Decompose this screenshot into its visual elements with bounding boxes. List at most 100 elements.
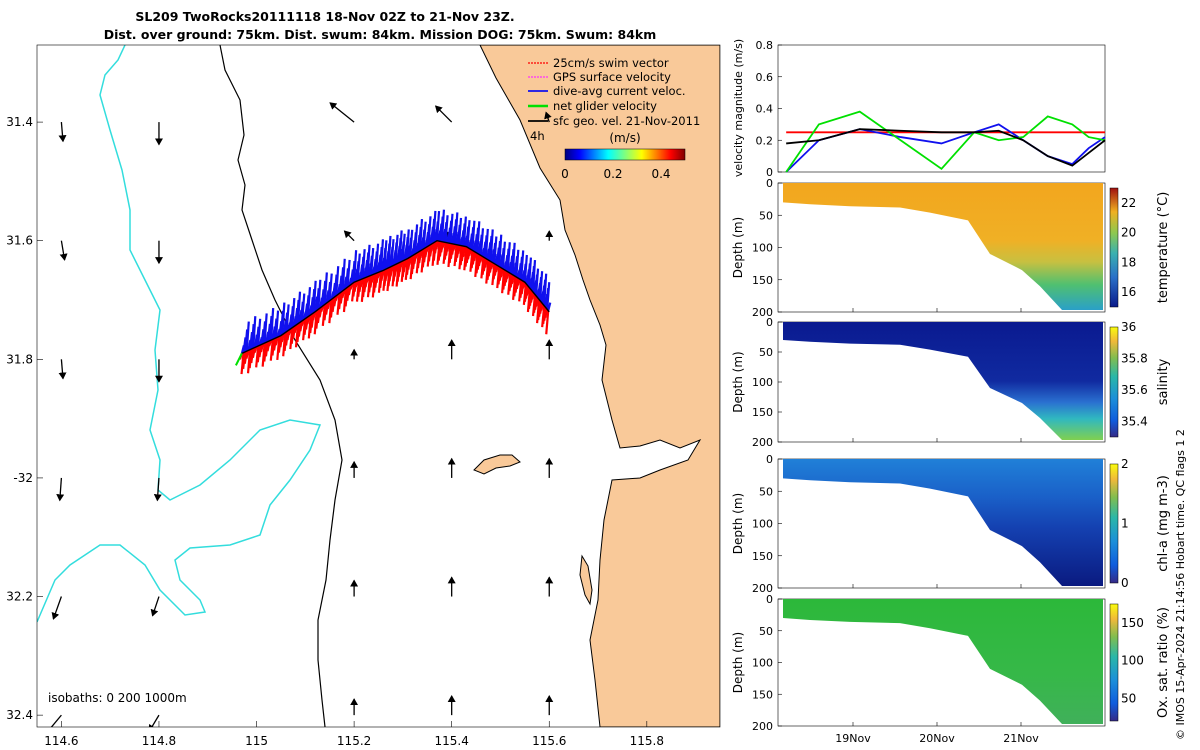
map-colorbar-tick: 0 bbox=[561, 167, 569, 181]
swim-vector bbox=[263, 342, 268, 362]
section-ytick-label: 200 bbox=[752, 582, 773, 595]
legend-current: dive-avg current veloc. bbox=[553, 84, 686, 98]
swim-vector bbox=[403, 258, 408, 268]
swim-vector bbox=[261, 342, 266, 367]
current-vector bbox=[306, 287, 312, 317]
current-vector bbox=[432, 210, 437, 243]
current-vector bbox=[315, 288, 320, 311]
current-vector bbox=[546, 282, 551, 310]
current-vector bbox=[523, 254, 528, 283]
swim-vector bbox=[328, 299, 333, 324]
current-vector bbox=[387, 235, 392, 268]
section-colorbar-tick: 35.6 bbox=[1121, 383, 1148, 397]
swim-vector bbox=[246, 349, 252, 374]
map-ytick-label: 31.6 bbox=[6, 234, 33, 248]
current-vector bbox=[531, 260, 537, 293]
section-ytick-label: 100 bbox=[752, 518, 773, 531]
current-vector bbox=[291, 298, 296, 328]
swim-vector bbox=[419, 249, 424, 259]
velocity-axes-frame bbox=[777, 44, 1106, 173]
swim-vector bbox=[315, 309, 320, 329]
map-colorbar-ticks: 0 0.2 0.4 bbox=[561, 167, 670, 181]
current-vector bbox=[328, 273, 333, 301]
current-vector bbox=[539, 271, 544, 301]
swim-vector bbox=[381, 269, 386, 277]
current-vector bbox=[527, 257, 533, 288]
section-ylabel: Depth (m) bbox=[731, 632, 745, 693]
section-colorbar-tick: 2 bbox=[1121, 457, 1129, 471]
xtick-21nov: 21Nov bbox=[1003, 732, 1039, 745]
swim-vector bbox=[516, 278, 522, 286]
swim-vector bbox=[435, 240, 440, 250]
swim-vector bbox=[245, 350, 250, 359]
section-ytick-label: 50 bbox=[759, 209, 773, 222]
swim-vector bbox=[525, 286, 530, 296]
section-panel: 0 50 100 150 200 Depth (m) 0 1 2 chl-a (mg m-3) bbox=[731, 453, 1171, 595]
current-vector bbox=[484, 228, 489, 259]
section-colorbar-tick: 35.8 bbox=[1121, 351, 1148, 365]
land-island-rottnest bbox=[473, 454, 521, 475]
current-vector bbox=[301, 293, 306, 321]
current-vector bbox=[489, 229, 494, 262]
section-ytick-label: 100 bbox=[752, 242, 773, 255]
glider-track-line bbox=[241, 239, 550, 355]
section-ytick-label: 200 bbox=[752, 720, 773, 733]
section-ytick-label: 50 bbox=[759, 485, 773, 498]
current-vector bbox=[370, 248, 375, 276]
map-xtick-label: 115 bbox=[245, 734, 268, 748]
current-arrow bbox=[153, 477, 162, 502]
current-arrow bbox=[150, 596, 160, 617]
swim-vector bbox=[341, 289, 346, 299]
legend-net: net glider velocity bbox=[553, 99, 657, 113]
swim-vector bbox=[240, 352, 245, 375]
swim-vector bbox=[462, 246, 467, 257]
swim-vector bbox=[259, 343, 265, 353]
current-vector bbox=[409, 229, 414, 258]
velocity-series bbox=[785, 110, 1106, 173]
swim-vector bbox=[468, 249, 473, 256]
map-ytick-label: 32.2 bbox=[6, 590, 33, 604]
current-arrow bbox=[56, 477, 65, 502]
current-vector bbox=[466, 220, 471, 248]
current-vector bbox=[435, 211, 441, 241]
current-vector bbox=[543, 273, 548, 306]
current-vector bbox=[333, 274, 338, 298]
legend-geo: sfc geo. vel. 21-Nov-2011 bbox=[553, 114, 700, 128]
current-vector bbox=[273, 318, 278, 339]
current-vector bbox=[394, 234, 399, 265]
swim-vector bbox=[521, 281, 526, 289]
current-vector bbox=[440, 209, 446, 242]
swim-vector bbox=[359, 278, 364, 288]
current-vector bbox=[493, 236, 498, 264]
current-vector bbox=[515, 249, 520, 278]
swim-vector bbox=[354, 280, 359, 288]
current-vector bbox=[341, 258, 346, 291]
current-vector bbox=[346, 259, 351, 288]
swim-vector bbox=[255, 345, 260, 368]
current-vector bbox=[322, 280, 327, 306]
section-ylabel: Depth (m) bbox=[731, 217, 745, 278]
current-vector bbox=[501, 241, 507, 269]
current-vector bbox=[296, 291, 302, 324]
swim-vector bbox=[269, 339, 274, 361]
current-arrow bbox=[434, 105, 453, 123]
current-vector bbox=[261, 321, 267, 344]
current-arrow bbox=[148, 714, 160, 727]
map-title-line2: Dist. over ground: 75km. Dist. swum: 84k… bbox=[104, 27, 657, 42]
swim-vector bbox=[408, 256, 413, 265]
swim-vector bbox=[430, 242, 435, 252]
section-data bbox=[783, 183, 1103, 310]
map-axes: 114.6 114.8 115 115.2 115.4 115.6 115.8 31.4 31.… bbox=[6, 115, 664, 748]
section-colorbar-tick: 150 bbox=[1121, 616, 1144, 630]
map-colorbar-tick: 0.2 bbox=[603, 167, 622, 181]
swim-vector bbox=[276, 336, 281, 361]
swim-vector bbox=[385, 267, 390, 277]
legend-gps: GPS surface velocity bbox=[553, 70, 671, 84]
current-vector bbox=[457, 217, 463, 246]
swim-vector bbox=[457, 245, 462, 254]
velocity-y-axis: 0 0.2 0.4 0.6 0.8 bbox=[756, 39, 782, 179]
section-data bbox=[783, 599, 1103, 724]
isobath-1000m bbox=[37, 45, 322, 623]
section-colorbar-tick: 18 bbox=[1121, 255, 1136, 269]
swim-vector bbox=[394, 263, 399, 272]
